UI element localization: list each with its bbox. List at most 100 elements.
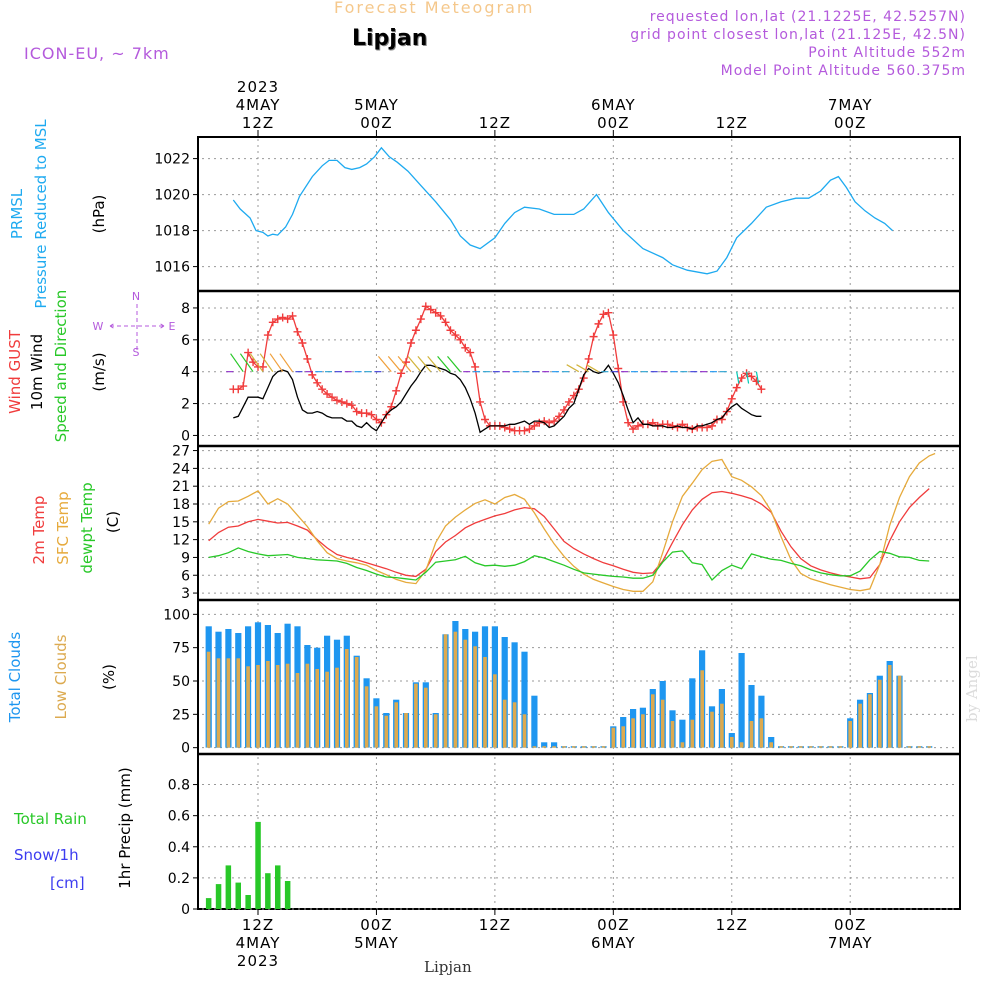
rain-bar — [225, 865, 232, 909]
bottom-time-label: 00Z — [834, 916, 866, 934]
gust-marker — [604, 308, 613, 317]
gust-marker — [362, 409, 371, 418]
low-cloud-bar — [720, 703, 724, 748]
gust-marker — [737, 374, 746, 383]
wind-direction-arrow — [736, 371, 740, 384]
low-cloud-bar — [236, 658, 241, 748]
compass-n: N — [132, 290, 140, 303]
low-cloud-bar — [897, 675, 902, 748]
y-tick-label: 0.8 — [168, 778, 190, 794]
total-clouds-label: Total Clouds — [6, 632, 24, 724]
bottom-time-label: 12Z — [716, 916, 748, 934]
wind-direction-arrow — [417, 356, 432, 373]
y-tick-label: 1018 — [154, 224, 190, 240]
gridpoint-coordinates: grid point closest lon,lat (21.125E, 42.… — [630, 27, 966, 43]
low-cloud-bar — [670, 721, 675, 748]
low-cloud-bar — [789, 746, 793, 748]
location-title: Lipjan — [352, 26, 428, 51]
low-cloud-bar — [483, 657, 487, 748]
gust-marker — [293, 327, 302, 336]
wind-unit: (m/s) — [90, 352, 108, 391]
total-cloud-bar — [689, 678, 696, 748]
y-tick-label: 0 — [181, 902, 190, 918]
rain-bar — [245, 895, 251, 909]
top-time-label: 00Z — [597, 114, 629, 132]
precip-legend-1: Snow/1h — [14, 846, 79, 864]
gust-marker — [352, 407, 361, 416]
low-cloud-bar — [473, 646, 477, 748]
total-cloud-bar — [679, 719, 686, 748]
top-time-label: 12Z — [716, 114, 748, 132]
series-line-sfc-temp — [208, 452, 936, 592]
bottom-time-label: 12Z — [242, 916, 274, 934]
low-cloud-bar — [443, 634, 448, 748]
low-cloud-bar — [769, 742, 773, 748]
gust-marker — [342, 399, 351, 408]
gust-marker — [234, 385, 243, 394]
y-tick-label: 0.6 — [168, 809, 190, 825]
rain-bar — [265, 873, 271, 909]
low-cloud-bar — [493, 674, 497, 748]
y-tick-label: 6 — [181, 568, 190, 584]
precip-legend-2: [cm] — [50, 874, 85, 892]
top-time-label: 6MAY — [591, 96, 636, 114]
bottom-time-label: 7MAY — [828, 934, 873, 952]
low-cloud-bar — [907, 746, 912, 748]
gust-marker — [416, 315, 425, 324]
credit-watermark: by Angel — [963, 655, 981, 722]
low-cloud-bar — [878, 679, 882, 748]
low-cloud-bar — [749, 721, 754, 748]
low-cloud-bar — [848, 721, 852, 748]
series-line-10m-wind — [233, 364, 762, 434]
data-series — [205, 146, 936, 909]
gust-marker — [313, 378, 322, 387]
wind-direction-arrow — [447, 356, 461, 373]
gust-marker — [747, 372, 756, 381]
low-cloud-bar — [710, 711, 714, 748]
y-tick-label: 9 — [181, 550, 190, 566]
low-cloud-bar — [858, 703, 862, 748]
low-cloud-bar — [335, 667, 339, 748]
low-cloud-bar — [700, 670, 704, 748]
model-altitude: Model Point Altitude 560.375m — [720, 63, 966, 79]
low-cloud-bar — [532, 746, 537, 748]
gust-marker — [594, 319, 603, 328]
top-time-label: 5MAY — [354, 96, 399, 114]
wind-direction-arrow — [377, 356, 392, 373]
low-cloud-bar — [917, 746, 922, 748]
precip-legend-0: Total Rain — [13, 810, 87, 828]
compass-rose — [109, 304, 165, 350]
low-cloud-bar — [226, 658, 231, 748]
panel-ylabels: PRMSL Pressure Reduced to MSL (hPa) Wind GU… — [6, 119, 176, 892]
model-name: ICON-EU, ~ 7km — [24, 44, 170, 63]
product-title: Forecast Meteogram — [334, 0, 535, 17]
top-time-label: 12Z — [242, 114, 274, 132]
total-cloud-bar — [541, 742, 548, 748]
low-cloud-bar — [433, 714, 438, 748]
top-time-label: 7MAY — [828, 96, 873, 114]
low-cloud-bar — [591, 746, 596, 748]
compass-e: E — [169, 320, 176, 333]
y-tick-label: 75 — [172, 641, 190, 657]
total-cloud-bar — [738, 653, 745, 748]
gust-marker — [525, 425, 534, 434]
gust-marker — [461, 343, 470, 352]
low-cloud-bar — [325, 671, 329, 748]
low-cloud-bar — [799, 746, 803, 748]
rain-bar — [215, 884, 222, 909]
wind-direction-arrow — [586, 364, 599, 373]
gust-marker — [318, 385, 327, 394]
low-cloud-bar — [216, 658, 221, 748]
gust-marker — [584, 354, 593, 363]
y-tick-label: 0.2 — [168, 871, 190, 887]
wind-direction-arrow — [279, 353, 294, 373]
low-cloud-bar — [345, 649, 349, 748]
y-tick-label: 1016 — [154, 260, 190, 276]
series-line-dewpt-temp — [208, 547, 930, 582]
precip-label: 1hr Precip (mm) — [116, 767, 134, 888]
wind-direction-arrow — [397, 356, 412, 373]
low-cloud-bar — [562, 746, 566, 748]
pressure-label-long: Pressure Reduced to MSL — [32, 119, 50, 309]
y-tick-label: 15 — [172, 515, 190, 531]
